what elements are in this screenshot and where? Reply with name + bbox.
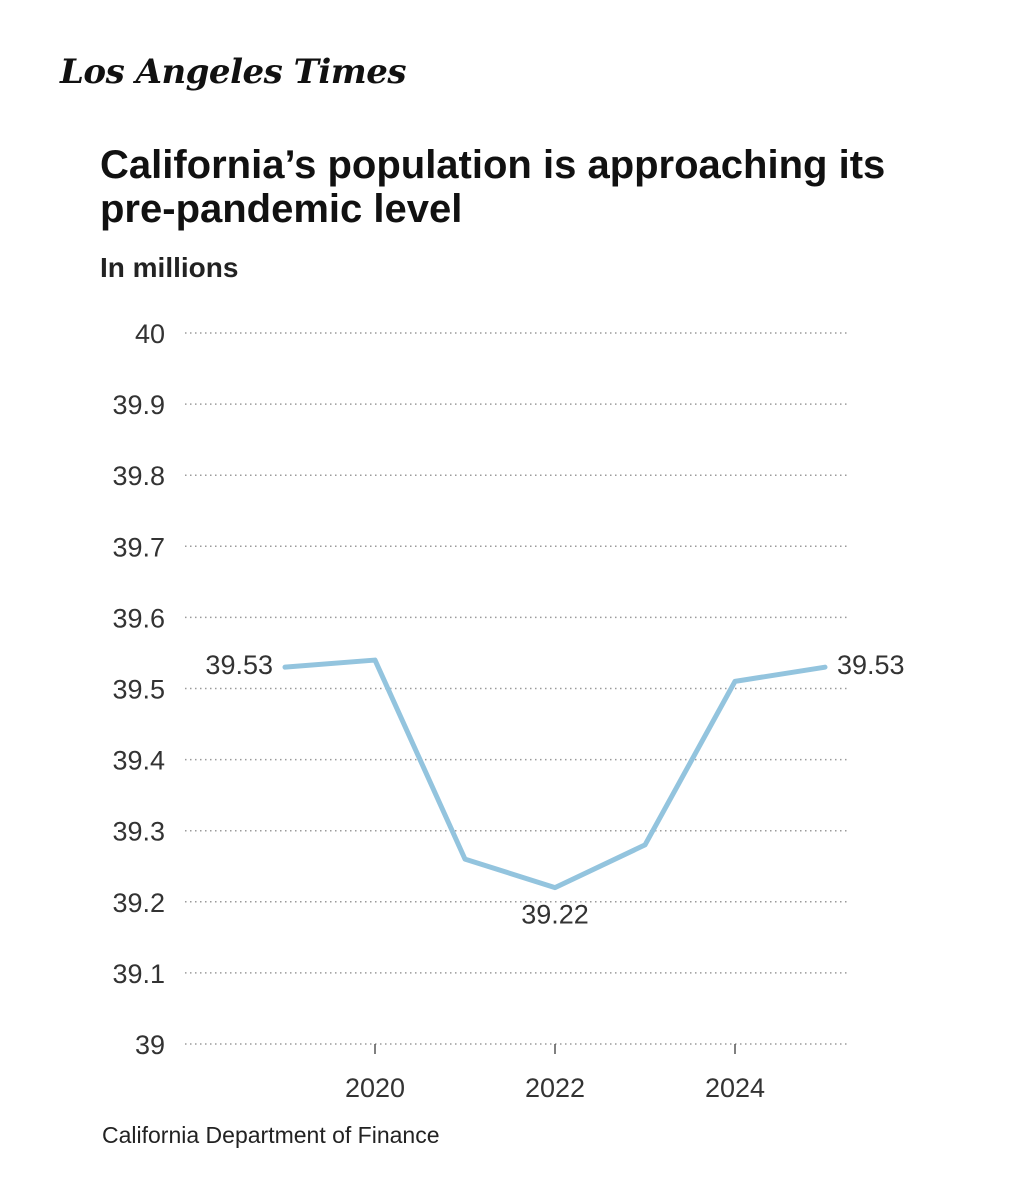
publisher-logo: Los Angeles Times (60, 52, 407, 92)
y-tick-label: 40 (135, 319, 165, 349)
y-axis-unit-label: In millions (100, 252, 239, 283)
y-tick-label: 39.3 (112, 817, 165, 847)
data-label: 39.53 (837, 650, 905, 680)
data-label: 39.53 (205, 650, 273, 680)
series-line (282, 657, 828, 891)
series-layer (282, 657, 828, 891)
y-tick-label: 39.4 (112, 746, 165, 776)
source-note: California Department of Finance (102, 1122, 440, 1148)
x-tick-label: 2020 (345, 1073, 405, 1103)
data-labels: 39.53 39.22 39.53 (205, 650, 904, 929)
chart-title: California’s population is approaching i… (100, 143, 886, 231)
x-axis-ticks: 2020 2022 2024 (345, 1044, 765, 1103)
y-tick-label: 39.9 (112, 390, 165, 420)
y-tick-label: 39.7 (112, 532, 165, 562)
y-tick-label: 39.6 (112, 603, 165, 633)
y-tick-label: 39.2 (112, 888, 165, 918)
y-tick-label: 39.5 (112, 675, 165, 705)
y-tick-label: 39.1 (112, 959, 165, 989)
gridlines (185, 332, 850, 1045)
y-tick-label: 39.8 (112, 461, 165, 491)
y-axis-ticks: 40 39.9 39.8 39.7 39.6 39.5 39.4 39.3 39.2 39.1 39 (112, 319, 165, 1060)
y-tick-label: 39 (135, 1030, 165, 1060)
x-tick-label: 2024 (705, 1073, 765, 1103)
x-tick-label: 2022 (525, 1073, 585, 1103)
data-label: 39.22 (521, 900, 589, 930)
